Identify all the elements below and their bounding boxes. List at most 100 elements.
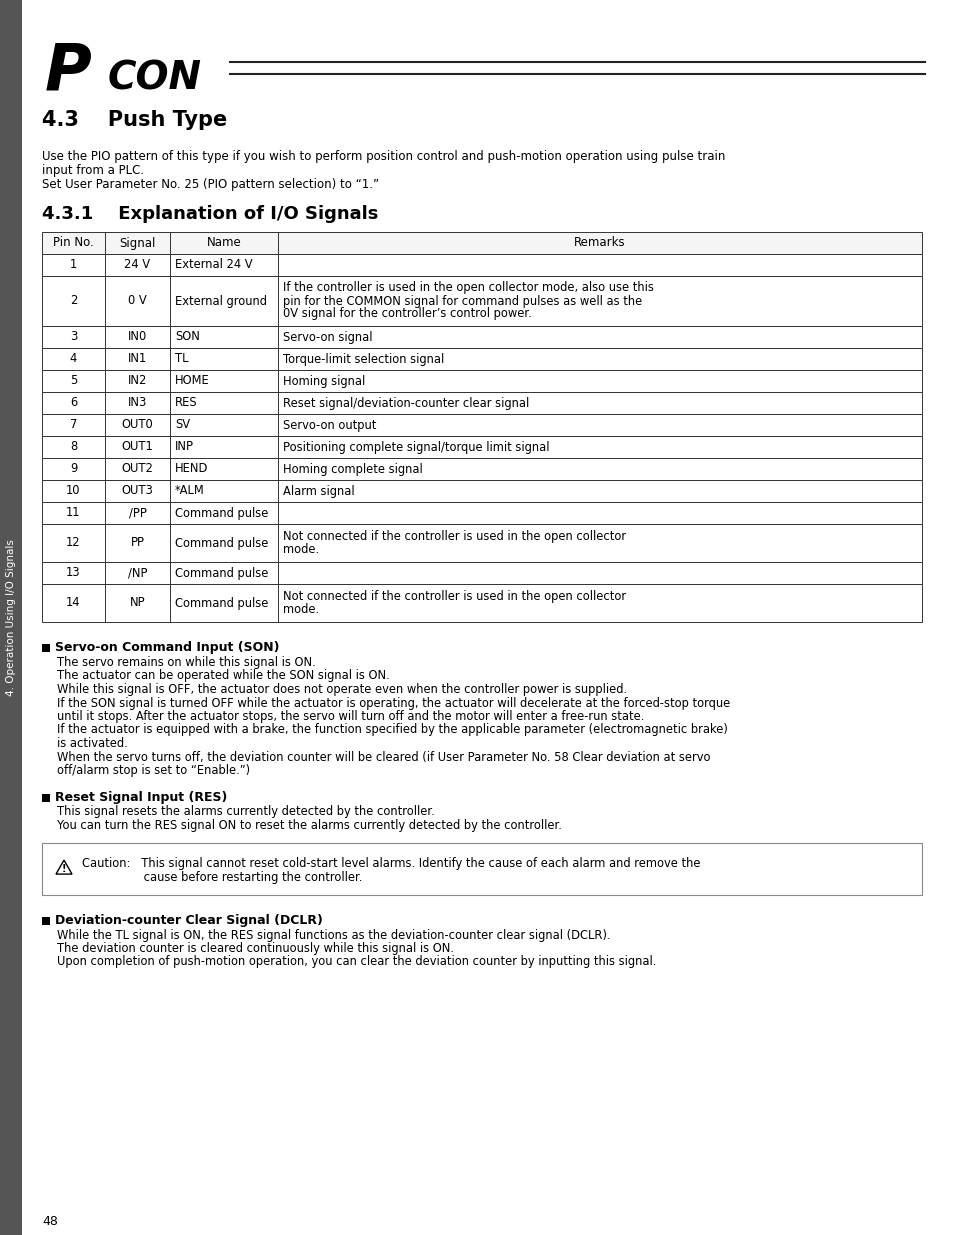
Text: 4: 4 [70,352,77,366]
FancyBboxPatch shape [42,348,921,370]
Text: Homing signal: Homing signal [283,374,365,388]
Text: OUT1: OUT1 [121,441,153,453]
Text: This signal resets the alarms currently detected by the controller.: This signal resets the alarms currently … [57,805,435,819]
FancyBboxPatch shape [42,326,921,348]
FancyBboxPatch shape [42,480,921,501]
Text: OUT2: OUT2 [121,462,153,475]
Text: IN2: IN2 [128,374,147,388]
Text: 1: 1 [70,258,77,272]
Text: External 24 V: External 24 V [174,258,253,272]
Text: OUT3: OUT3 [121,484,153,498]
Text: /NP: /NP [128,567,147,579]
Text: INP: INP [174,441,193,453]
Text: 14: 14 [66,597,81,610]
FancyBboxPatch shape [42,916,50,925]
Text: Reset Signal Input (RES): Reset Signal Input (RES) [55,790,227,804]
Text: 13: 13 [66,567,81,579]
Text: *ALM: *ALM [174,484,205,498]
Text: 12: 12 [66,536,81,550]
Text: HEND: HEND [174,462,208,475]
Text: until it stops. After the actuator stops, the servo will turn off and the motor : until it stops. After the actuator stops… [57,710,643,722]
Text: 7: 7 [70,419,77,431]
Text: If the actuator is equipped with a brake, the function specified by the applicab: If the actuator is equipped with a brake… [57,724,727,736]
Text: cause before restarting the controller.: cause before restarting the controller. [82,871,362,883]
Text: Reset signal/deviation-counter clear signal: Reset signal/deviation-counter clear sig… [283,396,529,410]
Text: input from a PLC.: input from a PLC. [42,164,144,177]
FancyBboxPatch shape [42,391,921,414]
FancyBboxPatch shape [42,232,921,254]
Text: The deviation counter is cleared continuously while this signal is ON.: The deviation counter is cleared continu… [57,942,454,955]
Text: Deviation-counter Clear Signal (DCLR): Deviation-counter Clear Signal (DCLR) [55,914,322,927]
Text: mode.: mode. [283,603,319,616]
Text: Signal: Signal [119,236,155,249]
Text: /PP: /PP [129,506,146,520]
Text: 9: 9 [70,462,77,475]
FancyBboxPatch shape [42,643,50,652]
Text: Remarks: Remarks [574,236,625,249]
FancyBboxPatch shape [42,524,921,562]
FancyBboxPatch shape [42,584,921,622]
Text: 8: 8 [70,441,77,453]
Text: CON: CON [108,59,202,98]
Text: 6: 6 [70,396,77,410]
FancyBboxPatch shape [42,458,921,480]
Text: Use the PIO pattern of this type if you wish to perform position control and pus: Use the PIO pattern of this type if you … [42,149,724,163]
Text: Positioning complete signal/torque limit signal: Positioning complete signal/torque limit… [283,441,549,453]
Text: Servo-on signal: Servo-on signal [283,331,372,343]
Text: IN1: IN1 [128,352,147,366]
Text: 0 V: 0 V [128,294,147,308]
FancyBboxPatch shape [42,501,921,524]
Text: HOME: HOME [174,374,210,388]
Text: Servo-on Command Input (SON): Servo-on Command Input (SON) [55,641,279,655]
Text: IN0: IN0 [128,331,147,343]
FancyBboxPatch shape [42,254,921,275]
Text: Torque-limit selection signal: Torque-limit selection signal [283,352,444,366]
Text: TL: TL [174,352,189,366]
FancyBboxPatch shape [42,562,921,584]
Polygon shape [56,860,71,874]
Text: External ground: External ground [174,294,267,308]
Text: Caution:   This signal cannot reset cold-start level alarms. Identify the cause : Caution: This signal cannot reset cold-s… [82,857,700,869]
Text: pin for the COMMON signal for command pulses as well as the: pin for the COMMON signal for command pu… [283,294,641,308]
Text: Command pulse: Command pulse [174,536,268,550]
Text: off/alarm stop is set to “Enable.”): off/alarm stop is set to “Enable.”) [57,764,250,777]
Text: While the TL signal is ON, the RES signal functions as the deviation-counter cle: While the TL signal is ON, the RES signa… [57,929,610,941]
Text: 10: 10 [66,484,81,498]
Text: 2: 2 [70,294,77,308]
Text: Not connected if the controller is used in the open collector: Not connected if the controller is used … [283,590,625,603]
Text: SV: SV [174,419,190,431]
Text: 48: 48 [42,1215,58,1228]
Text: If the controller is used in the open collector mode, also use this: If the controller is used in the open co… [283,282,653,294]
Text: !: ! [62,864,66,874]
Text: Pin No.: Pin No. [53,236,93,249]
Text: Command pulse: Command pulse [174,567,268,579]
Text: Name: Name [207,236,241,249]
FancyBboxPatch shape [42,842,921,894]
Text: P: P [45,41,91,103]
Text: While this signal is OFF, the actuator does not operate even when the controller: While this signal is OFF, the actuator d… [57,683,626,697]
Text: Homing complete signal: Homing complete signal [283,462,422,475]
Text: Command pulse: Command pulse [174,506,268,520]
FancyBboxPatch shape [42,414,921,436]
Text: PP: PP [131,536,144,550]
FancyBboxPatch shape [42,794,50,802]
Text: 4.3    Push Type: 4.3 Push Type [42,110,227,130]
Text: 4. Operation Using I/O Signals: 4. Operation Using I/O Signals [6,538,16,697]
Text: mode.: mode. [283,543,319,556]
Text: IN3: IN3 [128,396,147,410]
Text: 4.3.1    Explanation of I/O Signals: 4.3.1 Explanation of I/O Signals [42,205,378,224]
Text: SON: SON [174,331,200,343]
Text: RES: RES [174,396,197,410]
FancyBboxPatch shape [0,0,22,1235]
FancyBboxPatch shape [42,370,921,391]
Text: You can turn the RES signal ON to reset the alarms currently detected by the con: You can turn the RES signal ON to reset … [57,819,561,832]
Text: When the servo turns off, the deviation counter will be cleared (if User Paramet: When the servo turns off, the deviation … [57,751,710,763]
Text: 0V signal for the controller’s control power.: 0V signal for the controller’s control p… [283,308,531,321]
Text: OUT0: OUT0 [121,419,153,431]
Text: NP: NP [130,597,145,610]
Text: If the SON signal is turned OFF while the actuator is operating, the actuator wi: If the SON signal is turned OFF while th… [57,697,729,709]
Text: Alarm signal: Alarm signal [283,484,355,498]
Text: is activated.: is activated. [57,737,128,750]
Text: 5: 5 [70,374,77,388]
Text: 3: 3 [70,331,77,343]
